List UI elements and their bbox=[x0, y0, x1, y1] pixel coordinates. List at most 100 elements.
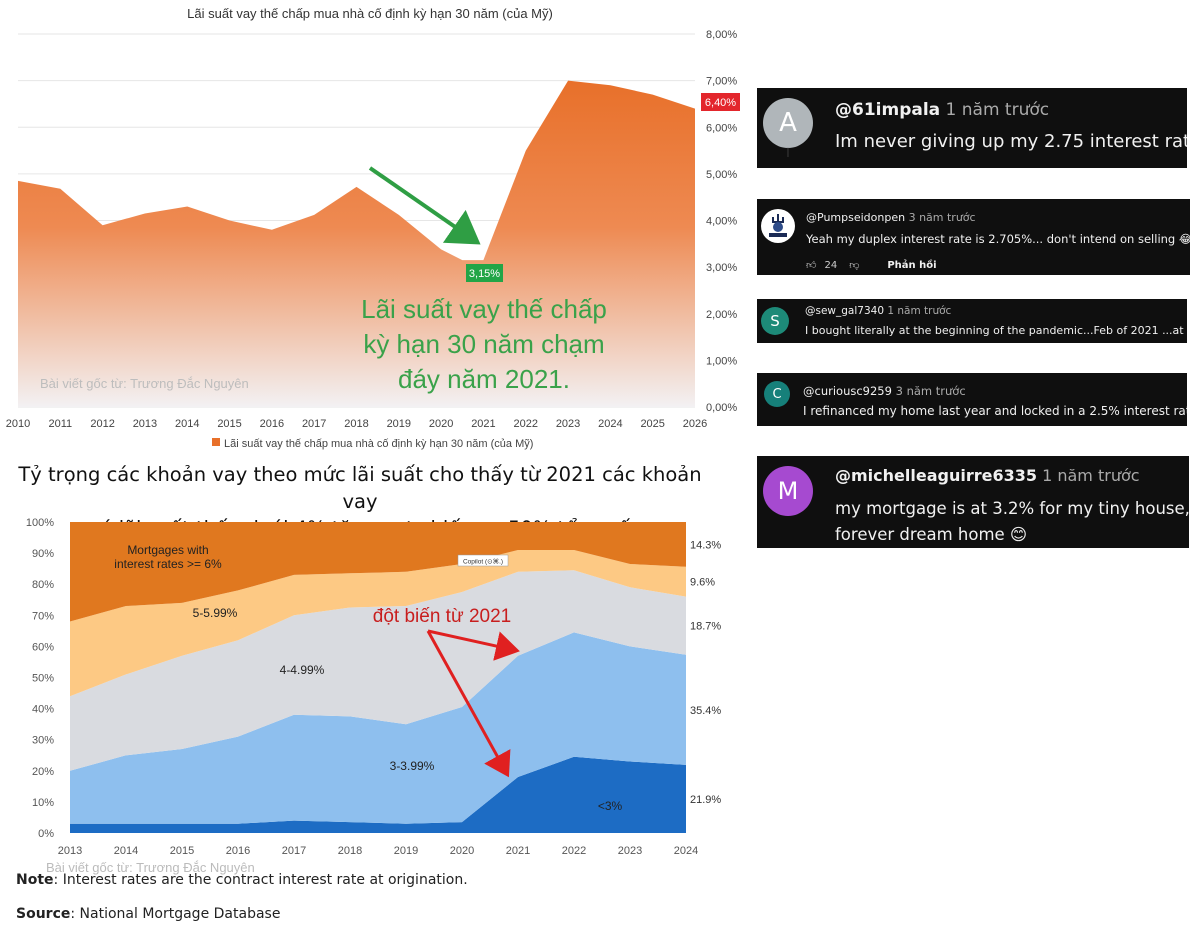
y-axis-tick-labels: 0,00% 1,00% 2,00% 3,00% 4,00% 5,00% 6,00% 7,00%… bbox=[706, 29, 737, 414]
stacked-area-bands bbox=[70, 522, 686, 833]
x-tick-label: 2016 bbox=[260, 418, 284, 430]
red-arrow-icon bbox=[426, 630, 511, 778]
y-tick-label: 2,00% bbox=[706, 309, 737, 321]
svg-text:Lãi suất vay thế chấp: Lãi suất vay thế chấp bbox=[361, 294, 607, 324]
x-tick-label: 2015 bbox=[217, 418, 241, 430]
x-tick-label: 2017 bbox=[302, 418, 326, 430]
comment-card: A │ @61impala 1 năm trước Im never givin… bbox=[757, 88, 1187, 168]
band-interest-rates-6- bbox=[70, 522, 686, 622]
mortgage-rate-chart: Lãi suất vay thế chấp mua nhà cố định kỳ… bbox=[6, 6, 740, 450]
y-tick-label: 4,00% bbox=[706, 216, 737, 228]
x-tick-label: 2025 bbox=[640, 418, 664, 430]
x-tick-label: 2011 bbox=[48, 418, 72, 430]
band-labels: <3% 3-3.99% 4-4.99% 5-5.99% Mortgages wi… bbox=[114, 543, 622, 813]
end-value-label: 35.4% bbox=[690, 705, 721, 717]
y-tick-label: 6,00% bbox=[706, 122, 737, 134]
comment-time: 3 năm trước bbox=[908, 211, 976, 224]
comment-author[interactable]: @61impala bbox=[835, 100, 941, 120]
end-value-labels: 21.9% 35.4% 18.7% 9.6% 14.3% bbox=[690, 539, 721, 806]
red-arrow-icon bbox=[427, 629, 520, 661]
loan-share-stacked-chart: 0%10%20%30%40%50%60%70%80%90%100% 2013 20… bbox=[26, 517, 722, 875]
svg-text:Mortgages with: Mortgages with bbox=[127, 543, 208, 557]
y-tick-label: 7,00% bbox=[706, 76, 737, 88]
x-tick-label: 2021 bbox=[506, 845, 530, 857]
avatar[interactable]: S bbox=[761, 307, 789, 335]
y-tick-label: 3,00% bbox=[706, 262, 737, 274]
reply-button[interactable]: Phản hồi bbox=[887, 259, 937, 271]
x-tick-label: 2021 bbox=[471, 418, 495, 430]
avatar[interactable]: C bbox=[764, 381, 790, 407]
x-tick-label: 2024 bbox=[674, 845, 698, 857]
x-tick-label: 2018 bbox=[344, 418, 368, 430]
x-tick-label: 2019 bbox=[387, 418, 411, 430]
band-3-3-99- bbox=[70, 632, 686, 824]
rate-area-series bbox=[18, 80, 695, 407]
copilot-badge: Copilot (⊙⌘.) bbox=[457, 554, 509, 567]
y-tick-label: 5,00% bbox=[706, 169, 737, 181]
y-tick-label: 50% bbox=[32, 673, 54, 685]
comment-author[interactable]: @curiousc9259 bbox=[803, 384, 892, 398]
end-value-label: 9.6% bbox=[690, 577, 715, 589]
thumbs-up-icon[interactable]: 👍︎ bbox=[806, 260, 817, 271]
watermark: Bài viết gốc từ: Trương Đắc Nguyên bbox=[40, 376, 249, 391]
comment-author[interactable]: @sew_gal7340 bbox=[805, 305, 885, 317]
comment-time: 1 năm trước bbox=[887, 305, 952, 317]
x-tick-label: 2014 bbox=[175, 418, 199, 430]
avatar[interactable]: A bbox=[763, 98, 813, 148]
like-count: 24 bbox=[824, 259, 838, 271]
chart-title: Lãi suất vay thế chấp mua nhà cố định kỳ… bbox=[187, 6, 553, 21]
y-tick-label: 90% bbox=[32, 548, 54, 560]
thumbs-down-icon[interactable]: 👎︎ bbox=[849, 260, 860, 271]
x-tick-label: 2013 bbox=[58, 845, 82, 857]
comment-text: Yeah my duplex interest rate is 2.705%..… bbox=[806, 232, 1190, 246]
y-tick-label: 60% bbox=[32, 641, 54, 653]
y-tick-label: 0,00% bbox=[706, 402, 737, 414]
comment-author[interactable]: @michelleaguirre6335 bbox=[835, 466, 1037, 485]
y-tick-label: 70% bbox=[32, 610, 54, 622]
x-tick-label: 2010 bbox=[6, 418, 30, 430]
x-tick-label: 2022 bbox=[562, 845, 586, 857]
y-tick-label: 30% bbox=[32, 735, 54, 747]
y-tick-label: 40% bbox=[32, 704, 54, 716]
x-tick-label: 2023 bbox=[618, 845, 642, 857]
svg-text:6,40%: 6,40% bbox=[705, 97, 736, 109]
x-tick-label: 2026 bbox=[683, 418, 707, 430]
comment-card: S @sew_gal7340 1 năm trước I bought lite… bbox=[757, 299, 1187, 343]
x-tick-label: 2015 bbox=[170, 845, 194, 857]
svg-text:Lãi suất vay thế chấp mua nhà: Lãi suất vay thế chấp mua nhà cố định kỳ… bbox=[224, 438, 533, 450]
comment-card: M @michelleaguirre6335 1 năm trước my mo… bbox=[757, 456, 1189, 548]
svg-text:<3%: <3% bbox=[598, 799, 623, 813]
svg-text:3,15%: 3,15% bbox=[469, 268, 500, 280]
avatar[interactable]: M bbox=[763, 466, 813, 516]
bottom-annotation-text: Lãi suất vay thế chấp kỳ hạn 30 năm chạm… bbox=[361, 294, 607, 394]
x-tick-label: 2017 bbox=[282, 845, 306, 857]
comment-author[interactable]: @Pumpseidonpen bbox=[806, 211, 906, 224]
chart-source: Source: National Mortgage Database bbox=[16, 906, 281, 922]
chart-note: Note: Interest rates are the contract in… bbox=[16, 872, 468, 888]
svg-text:interest rates >= 6%: interest rates >= 6% bbox=[114, 557, 222, 571]
x-tick-label: 2019 bbox=[394, 845, 418, 857]
comment-text: I refinanced my home last year and locke… bbox=[803, 404, 1187, 418]
band-4-4-99- bbox=[70, 570, 686, 771]
x-tick-label: 2022 bbox=[514, 418, 538, 430]
y-axis-tick-labels: 0% 10% 20% 30% 40% 50% 60% 70% 80% 90% 100% bbox=[26, 517, 54, 840]
svg-text:5-5.99%: 5-5.99% bbox=[193, 606, 238, 620]
comment-text: my mortgage is at 3.2% for my tiny house… bbox=[835, 499, 1189, 544]
end-value-label: 18.7% bbox=[690, 621, 721, 633]
comment-card: C @curiousc9259 3 năm trước I refinanced… bbox=[757, 373, 1187, 426]
band--3- bbox=[70, 756, 686, 833]
y-tick-label: 100% bbox=[26, 517, 54, 529]
poseidon-avatar-icon[interactable] bbox=[761, 209, 795, 243]
x-tick-label: 2020 bbox=[429, 418, 453, 430]
y-tick-label: 10% bbox=[32, 797, 54, 809]
x-tick-label: 2018 bbox=[338, 845, 362, 857]
x-axis-tick-labels: 2013 2014 2015 2016 2017 2018 2019 2020 2021 2022… bbox=[58, 845, 698, 857]
end-value-label: 14.3% bbox=[690, 539, 721, 551]
x-axis-tick-labels: 2010 2011 2012 2013 2014 2015 2016 2017 2018 2019… bbox=[6, 418, 707, 430]
comment-text: I bought literally at the beginning of t… bbox=[805, 324, 1187, 337]
chart-legend: Lãi suất vay thế chấp mua nhà cố định kỳ… bbox=[212, 438, 533, 450]
spike-annotation: đột biến từ 2021 bbox=[373, 606, 511, 627]
y-tick-label: 80% bbox=[32, 579, 54, 591]
x-tick-label: 2023 bbox=[556, 418, 580, 430]
low-point-badge: 3,15% bbox=[466, 264, 503, 282]
